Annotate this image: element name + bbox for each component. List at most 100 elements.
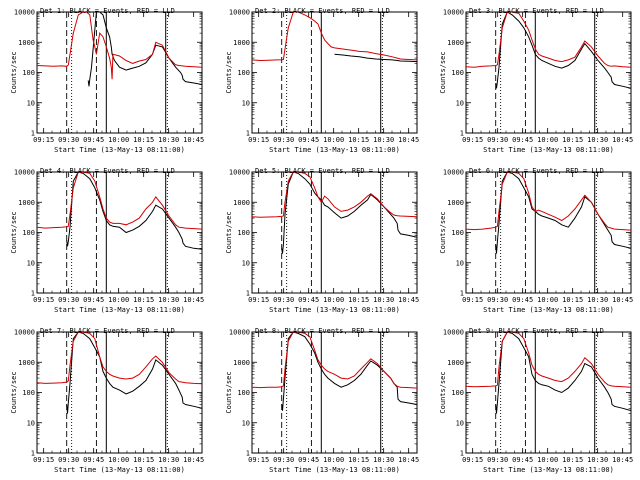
x-tick-label: 10:45 <box>398 136 419 144</box>
y-tick-label: 1 <box>31 450 35 458</box>
plot-frame <box>465 171 632 294</box>
x-tick-label: 10:45 <box>612 136 633 144</box>
plot-frame <box>36 171 203 294</box>
series-line-lld <box>466 12 631 68</box>
y-tick-label: 10000 <box>14 169 35 177</box>
x-tick-label: 10:45 <box>183 456 204 464</box>
x-tick-label: 09:45 <box>512 136 533 144</box>
panel-det-8: 1 10 100 1000 10000 09:15 09:30 09:45 10:00 10:15… <box>225 327 419 474</box>
x-tick-label: 09:30 <box>487 456 508 464</box>
series-line-lld <box>252 332 417 389</box>
y-tick-label: 10000 <box>229 9 250 17</box>
x-tick-label: 09:15 <box>462 296 483 304</box>
x-tick-label: 10:00 <box>108 456 129 464</box>
y-tick-label: 1000 <box>233 199 250 207</box>
series-line-events <box>87 12 202 87</box>
y-tick-label: 10 <box>456 419 464 427</box>
y-tick-label: 1000 <box>447 39 464 47</box>
series-line-lld <box>466 332 631 388</box>
y-tick-label: 1 <box>31 290 35 298</box>
x-tick-label: 10:15 <box>133 456 154 464</box>
y-axis-label: Counts/sec <box>225 211 233 253</box>
x-tick-label: 10:45 <box>183 136 204 144</box>
panel-title: Det 8: BLACK = Events, RED = LLD <box>255 327 390 335</box>
series-line-events <box>495 172 631 254</box>
x-axis-label: Start Time (13-May-13 08:11:00) <box>483 146 614 154</box>
x-tick-label: 10:30 <box>587 296 608 304</box>
x-tick-label: 09:15 <box>33 456 54 464</box>
y-axis-label: Counts/sec <box>10 51 18 93</box>
panel-det-9: 1 10 100 1000 10000 09:15 09:30 09:45 10:00 10:15… <box>439 327 633 474</box>
x-tick-label: 10:00 <box>537 296 558 304</box>
x-tick-label: 09:30 <box>58 296 79 304</box>
series-line-events <box>495 12 631 89</box>
y-axis-label: Counts/sec <box>10 371 18 413</box>
y-tick-label: 1000 <box>233 39 250 47</box>
x-tick-label: 10:15 <box>562 456 583 464</box>
x-tick-label: 10:45 <box>612 456 633 464</box>
x-tick-label: 10:30 <box>373 136 394 144</box>
x-tick-label: 09:15 <box>462 136 483 144</box>
y-tick-label: 100 <box>451 389 464 397</box>
x-axis-label: Start Time (13-May-13 08:11:00) <box>54 306 185 314</box>
y-tick-label: 10 <box>456 99 464 107</box>
panel-det-7: 1 10 100 1000 10000 09:15 09:30 09:45 10:00 10:15… <box>10 327 204 474</box>
series-line-lld <box>37 12 202 80</box>
y-tick-label: 10 <box>27 259 35 267</box>
panel-det-4: 1 10 100 1000 10000 09:15 09:30 09:45 10:00 10:15… <box>10 167 204 314</box>
x-tick-label: 10:45 <box>398 456 419 464</box>
y-tick-label: 10000 <box>14 329 35 337</box>
y-tick-label: 100 <box>22 69 35 77</box>
x-axis-label: Start Time (13-May-13 08:11:00) <box>54 466 185 474</box>
x-tick-label: 09:30 <box>58 456 79 464</box>
y-tick-label: 100 <box>451 229 464 237</box>
y-tick-label: 10000 <box>443 9 464 17</box>
y-tick-label: 100 <box>451 69 464 77</box>
y-tick-label: 10 <box>27 99 35 107</box>
x-tick-label: 10:15 <box>133 296 154 304</box>
x-axis-label: Start Time (13-May-13 08:11:00) <box>483 466 614 474</box>
y-axis-label: Counts/sec <box>225 51 233 93</box>
panel-title: Det 1: BLACK = Events, RED = LLD <box>40 7 175 15</box>
x-tick-label: 09:45 <box>298 296 319 304</box>
x-tick-label: 10:00 <box>108 136 129 144</box>
x-tick-label: 09:30 <box>273 136 294 144</box>
y-tick-label: 1000 <box>18 359 35 367</box>
x-tick-label: 10:15 <box>348 296 369 304</box>
y-tick-label: 1 <box>246 130 250 138</box>
series-line-lld <box>466 172 631 231</box>
series-line-events <box>66 172 202 250</box>
y-tick-label: 10000 <box>229 169 250 177</box>
y-axis-label: Counts/sec <box>225 371 233 413</box>
y-tick-label: 10 <box>27 419 35 427</box>
series-line-events <box>281 172 417 254</box>
x-tick-label: 09:15 <box>33 136 54 144</box>
series-line-lld <box>252 172 417 218</box>
panel-title: Det 7: BLACK = Events, RED = LLD <box>40 327 175 335</box>
y-tick-label: 1000 <box>447 359 464 367</box>
y-tick-label: 1 <box>31 130 35 138</box>
series-line-lld <box>37 172 202 230</box>
y-tick-label: 100 <box>22 389 35 397</box>
plot-frame <box>251 11 418 134</box>
y-tick-label: 10000 <box>443 329 464 337</box>
y-tick-label: 1 <box>246 450 250 458</box>
x-tick-label: 09:30 <box>487 136 508 144</box>
x-tick-label: 10:30 <box>158 296 179 304</box>
x-tick-label: 10:15 <box>348 456 369 464</box>
x-axis-label: Start Time (13-May-13 08:11:00) <box>54 146 185 154</box>
x-axis-label: Start Time (13-May-13 08:11:00) <box>269 146 400 154</box>
x-tick-label: 09:45 <box>512 296 533 304</box>
x-tick-label: 10:00 <box>323 296 344 304</box>
panel-title: Det 6: BLACK = Events, RED = LLD <box>469 167 604 175</box>
y-tick-label: 1 <box>460 130 464 138</box>
x-tick-label: 10:15 <box>562 136 583 144</box>
y-tick-label: 100 <box>237 389 250 397</box>
x-tick-label: 09:45 <box>83 296 104 304</box>
x-tick-label: 09:30 <box>273 456 294 464</box>
x-tick-label: 10:15 <box>348 136 369 144</box>
x-tick-label: 09:45 <box>512 456 533 464</box>
x-tick-label: 09:30 <box>273 296 294 304</box>
panel-det-6: 1 10 100 1000 10000 09:15 09:30 09:45 10:00 10:15… <box>439 167 633 314</box>
plot-frame <box>465 11 632 134</box>
